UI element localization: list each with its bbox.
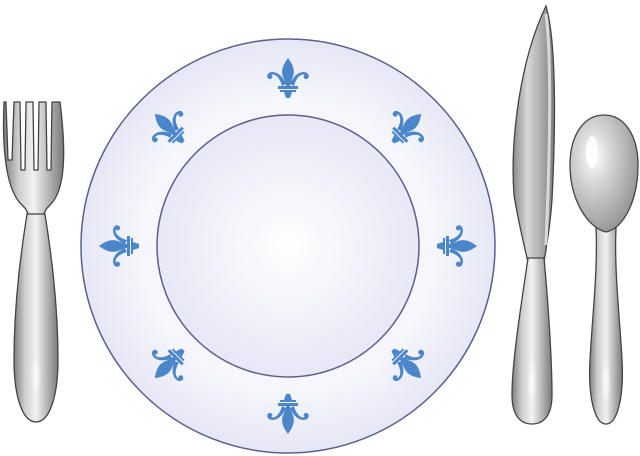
spoon-icon (569, 114, 639, 425)
fork-icon (2, 101, 65, 423)
knife-icon (511, 4, 556, 425)
plate-icon (80, 38, 496, 454)
